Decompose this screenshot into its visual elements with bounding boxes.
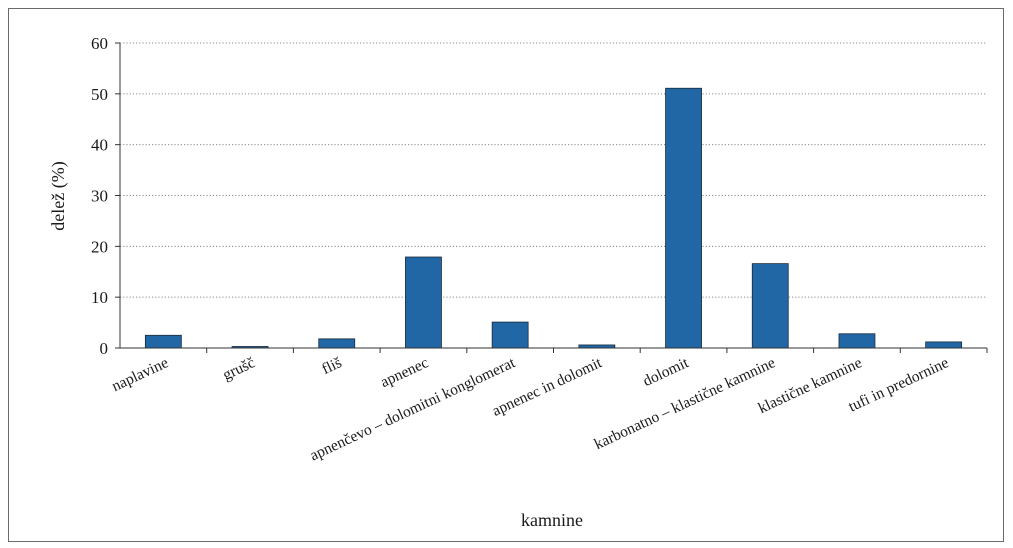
y-tick-labels: 0 10 20 30 40 50 60: [91, 34, 108, 358]
axes: [115, 42, 988, 353]
x-tick-label: apnenec: [378, 354, 431, 391]
x-tick-label: naplavine: [109, 354, 171, 395]
bar: [491, 321, 529, 349]
bar: [838, 333, 876, 349]
x-tick-label: fliš: [319, 354, 344, 378]
x-tick-label: grušč: [220, 354, 258, 384]
y-tick-label: 20: [91, 237, 108, 256]
y-tick-label: 10: [91, 288, 108, 307]
bar: [318, 338, 356, 349]
y-tick-label: 50: [91, 85, 108, 104]
y-tick-label: 60: [91, 34, 108, 53]
bar: [665, 87, 702, 349]
bar: [751, 263, 789, 349]
y-tick-label: 30: [91, 187, 108, 206]
y-tick-label: 40: [91, 136, 108, 155]
bar: [925, 341, 963, 349]
bar: [405, 256, 442, 349]
bars: [144, 87, 963, 349]
x-tick-label: dolomit: [640, 354, 692, 390]
y-tick-label: 0: [100, 339, 109, 358]
bar: [144, 334, 182, 349]
y-axis-title: delež (%): [48, 161, 69, 230]
chart-frame: [8, 8, 1004, 542]
gridlines: [120, 42, 987, 298]
x-axis-title: kamnine: [521, 510, 583, 530]
